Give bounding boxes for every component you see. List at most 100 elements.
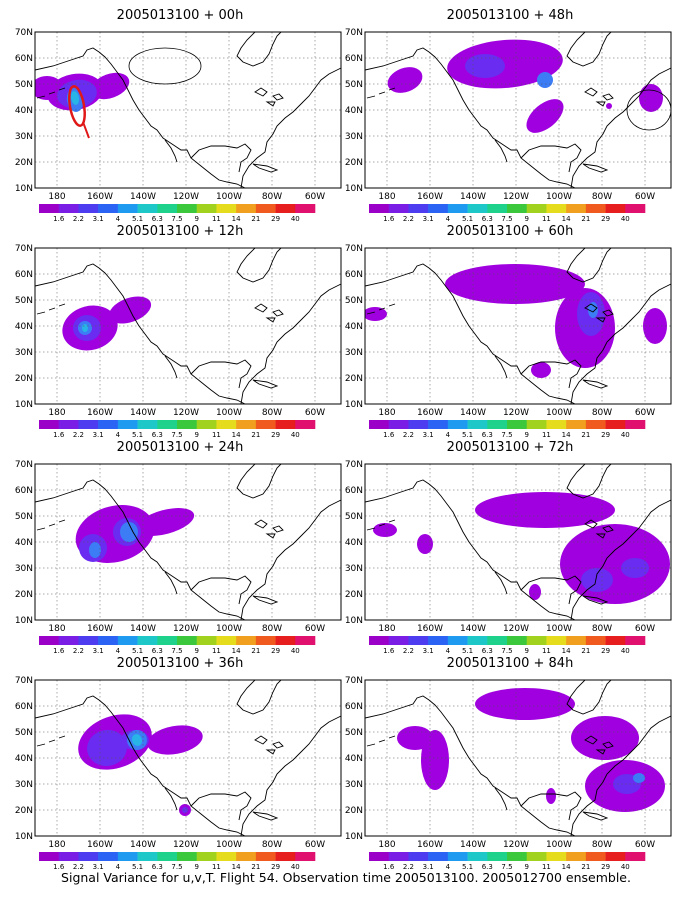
colorbar-label: 5.1 [132,647,143,655]
colorbar-swatch [39,852,60,861]
colorbar-swatch [625,420,646,429]
colorbar-swatch [546,636,567,645]
latitude-label: 50N [345,296,363,306]
map-frame [364,31,672,189]
colorbar-label: 40 [291,431,300,439]
colorbar-swatch [137,636,158,645]
colorbar-swatch [196,636,217,645]
colorbar-label: 6.3 [482,431,493,439]
colorbar-label: 9 [524,431,528,439]
colorbar-swatch [295,420,316,429]
colorbar-label: 21 [581,647,590,655]
panel-title: 2005013100 + 48h [446,8,574,23]
colorbar-swatch [447,204,468,213]
forecast-panel-48h: 2005013100 + 48h 70N 60N 50N 40N 30N 20N 10N 18… [345,8,675,226]
coastline [566,464,612,499]
map-area [35,248,341,404]
latitude-label: 60N [15,486,33,496]
colorbar-label: 6.3 [152,863,163,871]
longitude-label: 100W [546,192,572,202]
colorbar-label: 3.1 [93,863,104,871]
colorbar-label: 7.5 [171,431,182,439]
latitude-label: 10N [15,400,33,410]
variance-contour-level-1 [373,523,397,537]
longitude-label: 180 [378,624,395,634]
variance-contour-level-3 [588,302,598,318]
colorbar-swatch [275,636,296,645]
colorbar-swatch [196,420,217,429]
map-frame [34,679,342,837]
latitude-label: 30N [15,780,33,790]
colorbar-swatch [295,204,316,213]
colorbar-label: 6.3 [152,431,163,439]
colorbar-label: 29 [271,863,280,871]
colorbar-label: 2.2 [403,863,414,871]
colorbar-swatch [98,204,119,213]
colorbar-label: 9 [194,863,198,871]
colorbar-swatch [157,636,178,645]
colorbar-swatch [177,636,198,645]
colorbar-swatch [39,204,60,213]
latitude-label: 60N [345,702,363,712]
colorbar-swatch [117,420,138,429]
latitude-label: 50N [345,512,363,522]
latitude-label: 60N [345,270,363,280]
variance-contour-level-2 [621,558,649,578]
variance-contour-level-1 [531,362,551,378]
latitude-label: 40N [345,754,363,764]
longitude-label: 160W [87,624,113,634]
latitude-label: 50N [15,512,33,522]
variance-contour-level-3 [537,72,553,88]
coastline [35,263,246,404]
colorbar-swatch [546,204,567,213]
coastline [365,695,576,836]
variance-contour-level-1 [475,688,575,720]
variance-contour-level-1 [526,99,564,133]
coastline [240,283,341,404]
latitude-label: 70N [345,244,363,254]
longitude-label: 60W [635,624,655,634]
colorbar-swatch [236,420,257,429]
colorbar-swatch [388,204,409,213]
colorbar-label: 21 [251,215,260,223]
panel-title: 2005013100 + 72h [446,440,574,455]
colorbar-swatch [428,204,449,213]
longitude-label: 160W [87,840,113,850]
latitude-label: 40N [345,322,363,332]
variance-map: 70N 60N 50N 40N 30N 20N 10N 180 160W 140W 120W 100W… [15,244,342,439]
coastline [236,248,282,283]
variance-contour-level-3 [120,522,138,542]
colorbar-label: 14 [232,863,241,871]
colorbar-swatch [428,420,449,429]
panel-title: 2005013100 + 60h [446,224,574,239]
colorbar-swatch [196,204,217,213]
longitude-label: 160W [87,408,113,418]
colorbar-swatch [467,852,488,861]
coastline [35,479,246,620]
coastline [494,571,508,595]
coastline [584,87,614,107]
figure-caption: Signal Variance for u,v,T. Flight 54. Ob… [61,870,631,885]
longitude-label: 160W [417,408,443,418]
longitude-label: 140W [460,840,486,850]
longitude-label: 120W [173,408,199,418]
colorbar-label: 1.6 [53,647,65,655]
colorbar-swatch [507,852,528,861]
colorbar-label: 40 [291,863,300,871]
longitude-label: 60W [635,192,655,202]
coastline [582,811,609,821]
longitude-label: 160W [417,192,443,202]
longitude-label: 180 [378,192,395,202]
target-area-outline [128,47,202,85]
colorbar-swatch [255,852,276,861]
longitude-label: 120W [503,840,529,850]
colorbar-swatch [447,852,468,861]
latitude-label: 40N [15,106,33,116]
longitude-label: 80W [262,840,282,850]
coastline [36,735,66,747]
coastline [365,479,576,620]
colorbar-swatch [137,852,158,861]
panel-title: 2005013100 + 84h [446,656,574,671]
colorbar-swatch [236,852,257,861]
colorbar-label: 14 [232,215,241,223]
